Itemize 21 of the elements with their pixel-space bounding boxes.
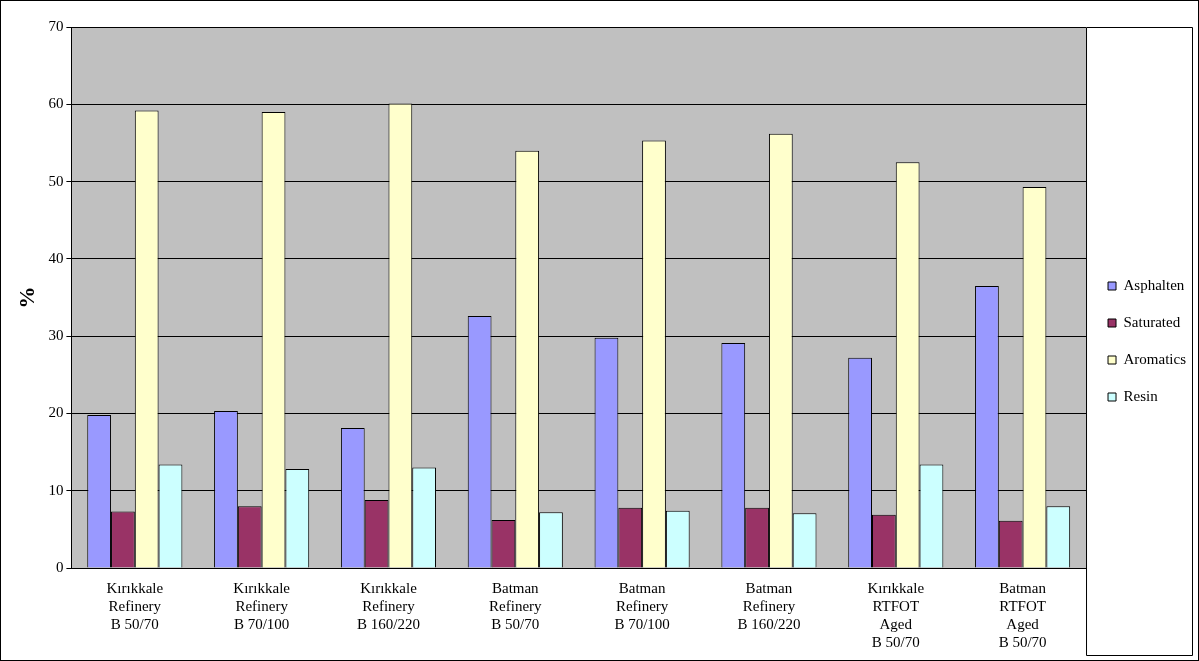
y-tick-label: 50	[48, 172, 64, 189]
x-tick-label: Kırıkkale RTFOT Aged B 50/70	[867, 579, 925, 650]
x-tick-label: Batman RTFOT Aged B 50/70	[998, 579, 1047, 650]
legend-label: Resin	[1123, 387, 1159, 404]
x-tick-label: Kırıkkale Refinery B 50/70	[106, 579, 164, 632]
y-tick-label: 0	[55, 558, 64, 575]
x-tick-label: Batman Refinery B 70/100	[614, 579, 670, 632]
x-tick-label: Batman Refinery B 50/70	[489, 579, 543, 632]
y-tick-label: 40	[48, 249, 64, 266]
x-tick-label: Batman Refinery B 160/220	[737, 579, 801, 632]
legend-label: Saturated	[1123, 313, 1181, 330]
legend-label: Aromatics	[1123, 350, 1187, 367]
legend-label: Asphalten	[1123, 276, 1185, 293]
y-tick-label: 20	[48, 404, 64, 421]
y-tick-label: 60	[48, 95, 64, 112]
y-axis-title: %	[13, 286, 39, 309]
x-tick-label: Kırıkkale Refinery B 160/220	[357, 579, 420, 632]
y-tick-label: 30	[48, 327, 64, 344]
x-tick-label: Kırıkkale Refinery B 70/100	[233, 579, 291, 632]
y-tick-label: 70	[48, 17, 64, 34]
y-tick-label: 10	[48, 481, 64, 498]
